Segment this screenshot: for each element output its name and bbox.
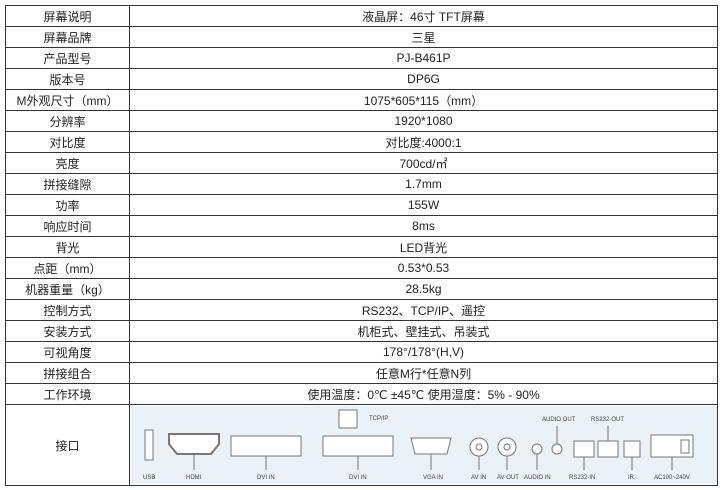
dvi-label: DVI IN <box>349 475 367 481</box>
spec-label: 对比度 <box>5 131 130 153</box>
spec-label: 机器重量（kg） <box>5 278 130 300</box>
spec-label: 工作环境 <box>5 383 130 405</box>
table-row: 控制方式 RS232、TCP/IP、遥控 <box>5 299 718 321</box>
dvi-label: DVI IN <box>257 475 275 481</box>
usb-label: USB <box>143 475 155 481</box>
table-row: 背光 LED背光 <box>5 236 718 258</box>
spec-value: LED背光 <box>129 236 718 258</box>
table-row: 对比度 对比度:4000:1 <box>5 131 718 153</box>
table-row: 分辨率 1920*1080 <box>5 110 718 132</box>
spec-value: PJ-B461P <box>129 47 718 69</box>
table-row: 拼接缝隙 1.7mm <box>5 173 718 195</box>
table-row: 响应时间 8ms <box>5 215 718 237</box>
table-row: 拼接组合 任意M行*任意N列 <box>5 362 718 384</box>
spec-value: 使用温度：0℃ ±45℃ 使用湿度：5% - 90% <box>129 383 718 405</box>
spec-label: 可视角度 <box>5 341 130 363</box>
table-row: 功率 155W <box>5 194 718 216</box>
rs232in-label: RS232-IN <box>569 475 595 481</box>
ethernet-port-icon <box>338 409 357 429</box>
spec-value: 28.5kg <box>129 278 718 300</box>
spec-label: 亮度 <box>5 152 130 174</box>
spec-value: 155W <box>129 194 718 216</box>
table-row: 屏幕品牌 三星 <box>5 26 718 48</box>
spec-label: 功率 <box>5 194 130 216</box>
spec-value: 8ms <box>129 215 718 237</box>
rs232out-label: RS232-OUT <box>591 417 624 423</box>
spec-value: 1920*1080 <box>129 110 718 132</box>
table-row: 版本号 DP6G <box>5 68 718 90</box>
spec-label: 拼接缝隙 <box>5 173 130 195</box>
spec-label: 安装方式 <box>5 320 130 342</box>
spec-table: 屏幕说明 液晶屏：46寸 TFT屏幕 屏幕品牌 三星 产品型号 PJ-B461P 版本号 DP… <box>5 5 718 486</box>
rj45-port-icon <box>573 440 594 470</box>
spec-label: 控制方式 <box>5 299 130 321</box>
ac-label: AC100~240V <box>654 475 690 481</box>
ir-label: IR <box>628 475 635 481</box>
table-row: 安装方式 机柜式、壁挂式、吊装式 <box>5 320 718 342</box>
spec-label: 分辨率 <box>5 110 130 132</box>
spec-value: 机柜式、壁挂式、吊装式 <box>129 320 718 342</box>
table-row: 机器重量（kg） 28.5kg <box>5 278 718 300</box>
rj45-port-icon <box>597 426 618 458</box>
spec-label: 产品型号 <box>5 47 130 69</box>
hdmi-label: HDMI <box>186 475 202 481</box>
spec-value: 任意M行*任意N列 <box>129 362 718 384</box>
spec-label: 点距（mm） <box>5 257 130 279</box>
spec-value: 1075*605*115（mm） <box>129 89 718 111</box>
spec-value: 对比度:4000:1 <box>129 131 718 153</box>
connector-panel-image: USB HDMI DVI IN DVI IN TCP/IP VGA IN AV … <box>130 406 717 484</box>
spec-label: M外观尺寸（mm） <box>5 89 130 111</box>
spec-value: RS232、TCP/IP、遥控 <box>129 299 718 321</box>
spec-value: 0.53*0.53 <box>129 257 718 279</box>
spec-label: 拼接组合 <box>5 362 130 384</box>
table-row: 点距（mm） 0.53*0.53 <box>5 257 718 279</box>
tcp-label: TCP/IP <box>369 416 388 422</box>
spec-value: 液晶屏：46寸 TFT屏幕 <box>129 5 718 27</box>
avout-label: AV OUT <box>497 475 519 481</box>
hdmi-port-icon <box>167 433 220 470</box>
spec-label: 屏幕说明 <box>5 5 130 27</box>
spec-label: 接口 <box>5 404 130 486</box>
table-row: 屏幕说明 液晶屏：46寸 TFT屏幕 <box>5 5 718 27</box>
power-socket-icon <box>650 434 693 470</box>
audioin-label: AUDIO IN <box>524 475 551 481</box>
audio-jack-icon <box>531 443 542 470</box>
table-row: 可视角度 178°/178°(H,V) <box>5 341 718 363</box>
usb-port-icon <box>144 429 153 461</box>
spec-label: 背光 <box>5 236 130 258</box>
vga-label: VGA IN <box>423 475 443 481</box>
table-row: 亮度 700cd/㎡ <box>5 152 718 174</box>
spec-value: 700cd/㎡ <box>129 152 718 174</box>
ir-port-icon <box>623 440 640 470</box>
audioout-label: AUDIO OUT <box>542 417 576 423</box>
table-row: M外观尺寸（mm） 1075*605*115（mm） <box>5 89 718 111</box>
spec-value: 1.7mm <box>129 173 718 195</box>
spec-label: 屏幕品牌 <box>5 26 130 48</box>
avin-label: AV IN <box>471 475 486 481</box>
audio-jack-icon <box>551 426 562 455</box>
spec-value: 三星 <box>129 26 718 48</box>
table-row: 工作环境 使用温度：0℃ ±45℃ 使用湿度：5% - 90% <box>5 383 718 405</box>
vga-port-icon <box>409 437 452 470</box>
bnc-port-icon <box>469 437 488 470</box>
dvi-port-icon <box>322 435 393 470</box>
dvi-port-icon <box>230 435 301 470</box>
table-row-ports: 接口 USB HDMI DVI IN DVI IN TCP/IP VGA IN … <box>5 404 718 486</box>
spec-label: 响应时间 <box>5 215 130 237</box>
spec-value: 178°/178°(H,V) <box>129 341 718 363</box>
spec-label: 版本号 <box>5 68 130 90</box>
bnc-port-icon <box>497 437 516 470</box>
spec-value: DP6G <box>129 68 718 90</box>
table-row: 产品型号 PJ-B461P <box>5 47 718 69</box>
